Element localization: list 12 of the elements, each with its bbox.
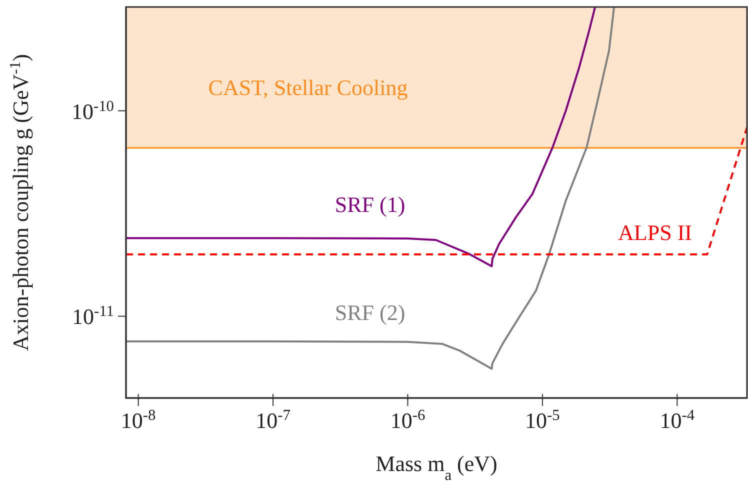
band-label: CAST, Stellar Cooling — [208, 75, 408, 100]
x-tick-label: 10$^{-8}$ — [120, 406, 156, 433]
series-label: ALPS II — [618, 220, 692, 245]
x-tick-label: 10$^{-7}$ — [256, 406, 291, 433]
series-label: SRF (2) — [334, 300, 406, 325]
x-tick-label: 10$^{-5}$ — [525, 406, 560, 433]
x-tick-label: 10$^{-6}$ — [390, 406, 426, 433]
y-tick-label: 10$^{-11}$ — [72, 302, 114, 330]
x-tick-label: 10$^{-4}$ — [660, 406, 695, 433]
series-label: SRF (1) — [334, 192, 406, 217]
y-tick-label: 10$^{-10}$ — [71, 97, 114, 124]
x-axis-title: Mass m$_{a}$ (eV) — [376, 451, 498, 484]
